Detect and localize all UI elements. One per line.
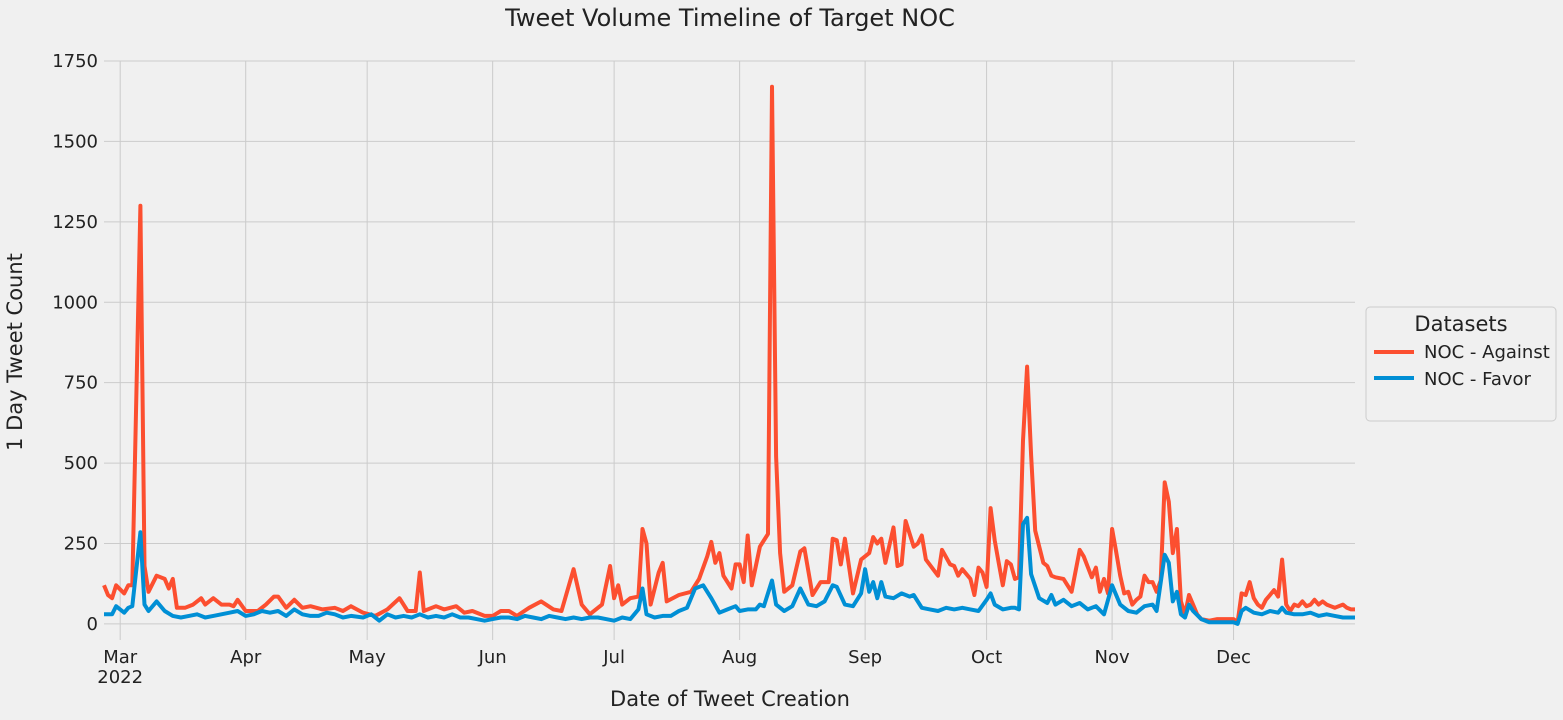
series-line-against — [102, 84, 1355, 625]
y-axis-label: 1 Day Tweet Count — [3, 253, 27, 451]
legend-label-favor: NOC - Favor — [1424, 369, 1532, 390]
series-lines — [102, 84, 1355, 626]
legend-title: Datasets — [1414, 312, 1507, 336]
y-tick-labels: 0 250 500 750 1000 1250 1500 1750 — [52, 51, 98, 635]
x-tick-label: Jul — [602, 647, 625, 668]
legend-label-against: NOC - Against — [1424, 342, 1550, 363]
chart-title: Tweet Volume Timeline of Target NOC — [504, 4, 955, 32]
x-tick-label: Jun — [478, 647, 507, 668]
x-tick-label: Oct — [971, 647, 1002, 668]
y-tick-label: 250 — [64, 534, 98, 555]
y-tick-label: 1750 — [52, 51, 98, 72]
y-tick-label: 1500 — [52, 131, 98, 152]
x-tick-label: Dec — [1216, 647, 1251, 668]
legend-box — [1365, 306, 1557, 422]
series-line-favor — [104, 515, 1355, 626]
x-tick-label: Mar — [103, 647, 138, 668]
x-tick-label: Sep — [848, 647, 882, 668]
x-tick-label: Aug — [722, 647, 757, 668]
grid-lines — [104, 60, 1355, 640]
x-tick-label: May — [349, 647, 387, 668]
legend: Datasets NOC - Against NOC - Favor — [1365, 306, 1557, 422]
y-tick-label: 1250 — [52, 212, 98, 233]
x-tick-sublabel: 2022 — [97, 667, 143, 688]
y-tick-label: 500 — [64, 453, 98, 474]
y-tick-label: 0 — [87, 614, 98, 635]
x-tick-label: Nov — [1095, 647, 1130, 668]
y-tick-label: 750 — [64, 373, 98, 394]
x-axis-label: Date of Tweet Creation — [610, 687, 850, 711]
y-tick-label: 1000 — [52, 292, 98, 313]
x-tick-label: Apr — [230, 647, 262, 668]
